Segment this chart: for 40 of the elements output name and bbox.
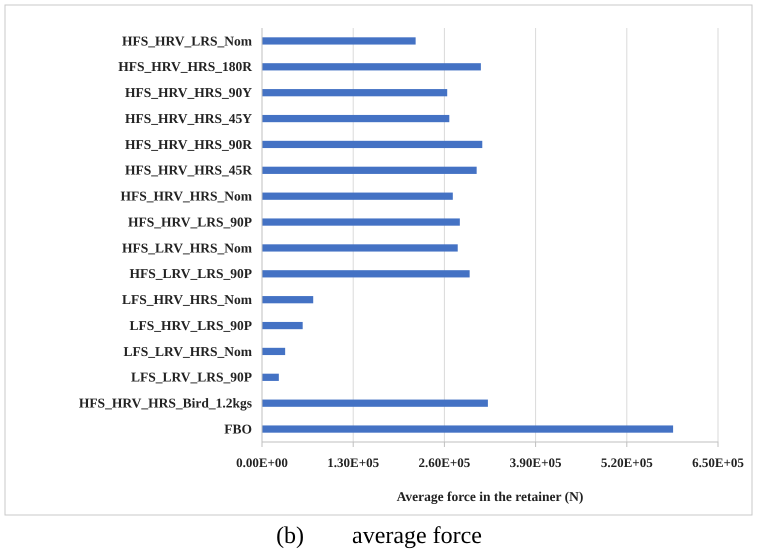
bar [262,63,481,70]
bar [262,166,477,174]
bar [262,218,460,226]
y-tick-label: LFS_LRV_HRS_Nom [123,344,253,359]
y-tick-label: HFS_LRV_LRS_90P [129,266,252,282]
y-tick-label: HFS_LRV_HRS_Nom [122,240,253,256]
y-tick-label: HFS_HRV_HRS_180R [118,59,252,74]
y-tick-label: HFS_HRV_HRS_90Y [124,85,252,100]
y-tick-label: LFS_HRV_LRS_90P [129,318,252,333]
y-tick-label: HFS_HRV_HRS_Bird_1.2kgs [78,396,252,411]
y-tick-label: HFS_HRV_HRS_45R [124,162,252,178]
y-tick-label: LFS_LRV_LRS_90P [130,370,252,385]
x-tick-label: 5.20E+05 [600,454,654,470]
x-tick-label: 2.60E+05 [418,454,471,470]
y-tick-label: HFS_HRV_HRS_90R [124,136,252,152]
bar [262,140,482,148]
y-tick-label: HFS_HRV_HRS_45Y [124,110,252,126]
y-tick-label: HFS_HRV_LRS_Nom [122,33,253,48]
bar [262,322,303,330]
bar [262,400,488,407]
y-tick-label: LFS_HRV_HRS_Nom [122,292,253,308]
bar [262,348,286,356]
y-tick-label: HFS_HRV_HRS_Nom [120,188,253,204]
bar [262,296,314,304]
x-axis-title: Average force in the retainer (N) [396,489,584,504]
bar [262,37,416,45]
text: (b) average force [276,523,482,549]
x-tick-label: 0.00E+00 [236,454,288,470]
y-tick-label: HFS_HRV_LRS_90P [128,214,252,230]
y-tick-label: FBO [224,421,252,436]
bar [262,374,279,381]
bar [262,270,470,278]
bar [262,244,458,252]
bar [262,425,674,433]
bar [262,192,453,200]
x-tick-label: 3.90E+05 [510,454,562,470]
x-tick-label: 6.50E+05 [692,454,744,470]
x-tick-label: 1.30E+05 [327,454,380,470]
bar [262,89,448,96]
bar [262,114,450,122]
